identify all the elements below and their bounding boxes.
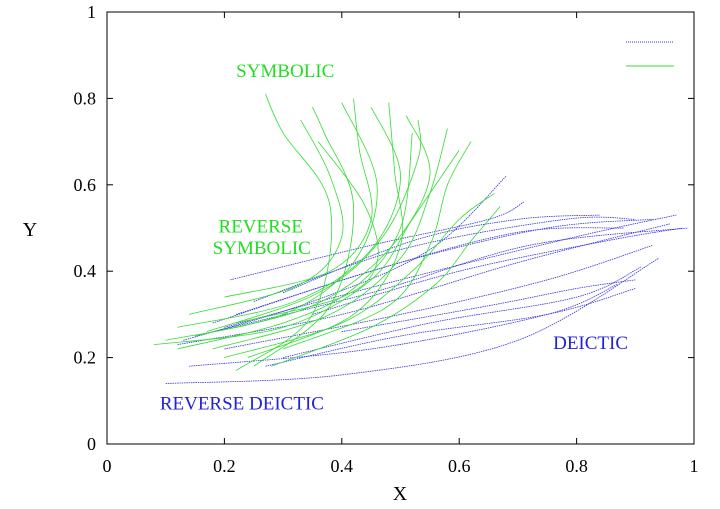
symbolic-trajectory xyxy=(177,106,401,328)
deictic-trajectory xyxy=(283,266,642,358)
symbolic-trajectory xyxy=(282,141,472,350)
deictic-trajectory xyxy=(253,216,636,302)
x-tick-label: 0.2 xyxy=(213,456,236,476)
annotation-label: SYMBOLIC xyxy=(213,238,311,259)
x-axis-label: X xyxy=(393,483,408,504)
symbolic-trajectory xyxy=(253,106,354,367)
y-tick-label: 0.8 xyxy=(74,88,97,108)
axis-ticks: 0 0.2 0.4 0.6 0.8 1 0 0.2 0.4 0.6 0.8 1 xyxy=(74,2,699,476)
annotation-label: DEICTIC xyxy=(553,333,628,354)
plot-frame xyxy=(106,11,695,445)
symbolic-trajectory xyxy=(271,206,501,367)
symbolic-trajectory xyxy=(194,115,431,337)
y-axis-label: Y xyxy=(23,219,37,241)
x-tick-label: 0.6 xyxy=(448,456,471,476)
y-tick-label: 0.2 xyxy=(74,348,97,368)
deictic-trajectory xyxy=(165,257,659,384)
annotation-label: REVERSE xyxy=(219,216,303,237)
y-tick-label: 0.6 xyxy=(74,175,97,195)
annotation-label: REVERSE DEICTIC xyxy=(160,393,324,414)
deictic-trajectory xyxy=(183,175,507,341)
deictic-trajectory xyxy=(312,227,683,315)
annotation-label: SYMBOLIC xyxy=(236,61,334,82)
symbolic-trajectory xyxy=(189,119,344,315)
symbolic-trajectory xyxy=(236,141,379,324)
symbolic-trajectory xyxy=(247,102,404,358)
series-layer xyxy=(153,93,689,384)
deictic-trajectory xyxy=(265,288,636,367)
deictic-trajectory xyxy=(189,283,618,367)
x-tick-label: 0.8 xyxy=(565,456,588,476)
x-tick-label: 1 xyxy=(690,456,699,476)
symbolic-trajectory xyxy=(206,119,422,333)
symbolic-trajectory xyxy=(212,128,448,350)
y-tick-label: 0 xyxy=(87,434,96,454)
x-tick-label: 0.4 xyxy=(331,456,354,476)
symbolic-trajectory xyxy=(177,132,413,350)
deictic-trajectory xyxy=(230,201,524,281)
symbolic-trajectory xyxy=(235,93,332,371)
symbolic-trajectory xyxy=(224,193,495,358)
deictic-trajectory xyxy=(341,279,636,333)
symbolic-trajectory xyxy=(224,98,373,298)
deictic-trajectory xyxy=(212,227,624,324)
x-tick-label: 0 xyxy=(103,456,112,476)
y-tick-label: 1 xyxy=(87,2,96,22)
y-tick-label: 0.4 xyxy=(74,261,97,281)
legend xyxy=(626,41,674,67)
deictic-trajectory xyxy=(282,214,601,294)
